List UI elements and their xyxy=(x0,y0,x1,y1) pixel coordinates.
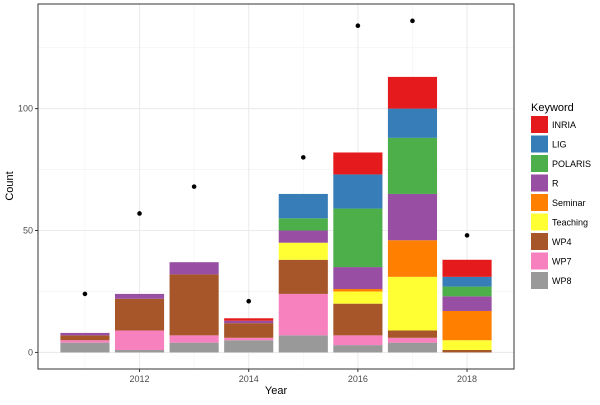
bar-segment-teaching-2015 xyxy=(278,242,328,260)
bar-segment-inria-2016 xyxy=(333,152,383,175)
y-tick-label: 0 xyxy=(28,347,33,357)
bar-segment-teaching-2017 xyxy=(387,276,438,331)
bar-segment-teaching-2016 xyxy=(333,291,383,304)
legend-key-r xyxy=(531,174,548,192)
bar-segment-wp7-2016 xyxy=(333,335,383,346)
point-2014 xyxy=(246,298,252,304)
bar-segment-wp7-2014 xyxy=(224,337,274,341)
bar-segment-wp7-2013 xyxy=(169,335,219,343)
bar-segment-inria-2014 xyxy=(224,318,274,321)
bar-segment-r-2014 xyxy=(224,320,274,324)
legend-key-seminar xyxy=(531,194,548,211)
legend-key-wp4 xyxy=(531,233,548,250)
bar-segment-lig-2017 xyxy=(387,108,438,138)
bar-segment-r-2015 xyxy=(278,230,328,243)
legend-key-lig xyxy=(531,135,548,153)
bar-segment-polaris-2015 xyxy=(278,218,328,231)
bar-segment-polaris-2016 xyxy=(333,208,383,268)
point-2013 xyxy=(191,184,197,189)
bar-segment-lig-2015 xyxy=(278,193,328,219)
legend-title: Keyword xyxy=(531,102,574,114)
x-tick-label: 2014 xyxy=(239,374,259,384)
bar-segment-wp8-2016 xyxy=(333,345,383,353)
x-tick-label: 2016 xyxy=(348,374,368,384)
legend-label-inria: INRIA xyxy=(552,120,576,130)
legend-key-wp8 xyxy=(531,272,548,289)
point-2017 xyxy=(410,18,415,24)
legend-key-wp7 xyxy=(531,252,548,270)
legend-label-teaching: Teaching xyxy=(552,218,588,228)
bar-segment-wp4-2014 xyxy=(224,323,274,338)
point-2018 xyxy=(464,233,470,238)
x-tick-label: 2018 xyxy=(457,374,477,384)
bar-segment-lig-2018 xyxy=(442,276,492,287)
bar-segment-inria-2018 xyxy=(442,259,492,277)
bar-segment-wp7-2012 xyxy=(114,330,165,350)
bar-segment-teaching-2018 xyxy=(442,340,492,350)
bars xyxy=(60,76,492,353)
legend-key-inria xyxy=(531,116,548,133)
bar-segment-wp7-2015 xyxy=(278,293,328,336)
y-tick-label: 50 xyxy=(23,226,33,236)
bar-segment-wp7-2017 xyxy=(387,337,438,343)
bar-segment-wp4-2013 xyxy=(169,274,219,336)
bar-segment-wp4-2016 xyxy=(333,303,383,336)
x-axis-label: Year xyxy=(265,385,288,397)
legend-key-teaching xyxy=(531,213,548,231)
bar-segment-r-2016 xyxy=(333,267,383,290)
legend-label-wp4: WP4 xyxy=(552,237,572,247)
bar-segment-wp8-2017 xyxy=(387,342,438,353)
bar-segment-wp7-2011 xyxy=(60,340,110,343)
bar-segment-wp4-2012 xyxy=(114,298,165,331)
legend-label-lig: LIG xyxy=(552,140,567,150)
bar-segment-wp8-2013 xyxy=(169,342,219,353)
legend-label-polaris: POLARIS xyxy=(552,159,591,169)
points xyxy=(82,18,470,304)
bar-segment-r-2018 xyxy=(442,296,492,311)
x-tick-label: 2012 xyxy=(130,374,150,384)
bar-segment-wp8-2014 xyxy=(224,340,274,353)
legend-label-wp7: WP7 xyxy=(552,257,572,267)
bar-segment-inria-2017 xyxy=(387,76,438,109)
bar-segment-wp4-2015 xyxy=(278,259,328,294)
y-axis-label: Count xyxy=(4,171,16,200)
point-2016 xyxy=(355,23,361,29)
legend: Keyword INRIA LIG POLARIS R Seminar Teaching W… xyxy=(531,102,591,289)
bar-segment-r-2012 xyxy=(114,293,165,299)
bar-segment-polaris-2018 xyxy=(442,286,492,297)
bar-segment-wp8-2015 xyxy=(278,335,328,353)
panel-border xyxy=(37,3,515,370)
point-2015 xyxy=(300,155,306,160)
bar-segment-r-2011 xyxy=(60,332,110,336)
bar-segment-wp4-2011 xyxy=(60,335,110,341)
legend-key-polaris xyxy=(531,155,548,172)
x-axis: 2012 2014 2016 2018 xyxy=(130,369,477,384)
legend-label-r: R xyxy=(552,179,559,189)
point-2012 xyxy=(137,211,142,216)
y-axis: 0 50 100 xyxy=(18,104,38,357)
bar-segment-lig-2016 xyxy=(333,174,383,209)
y-tick-label: 100 xyxy=(18,104,33,114)
bar-segment-wp4-2017 xyxy=(387,330,438,338)
legend-label-seminar: Seminar xyxy=(552,198,586,208)
point-2011 xyxy=(82,291,88,297)
bar-segment-wp8-2012 xyxy=(114,349,165,353)
bar-segment-r-2013 xyxy=(169,262,219,275)
bar-segment-wp8-2011 xyxy=(60,342,110,353)
bar-segment-polaris-2017 xyxy=(387,137,438,194)
bar-segment-seminar-2017 xyxy=(387,240,438,277)
bar-segment-r-2017 xyxy=(387,193,438,241)
bar-segment-wp4-2018 xyxy=(442,349,492,353)
legend-label-wp8: WP8 xyxy=(552,276,572,286)
bar-segment-seminar-2016 xyxy=(333,289,383,292)
bar-segment-seminar-2018 xyxy=(442,310,492,341)
